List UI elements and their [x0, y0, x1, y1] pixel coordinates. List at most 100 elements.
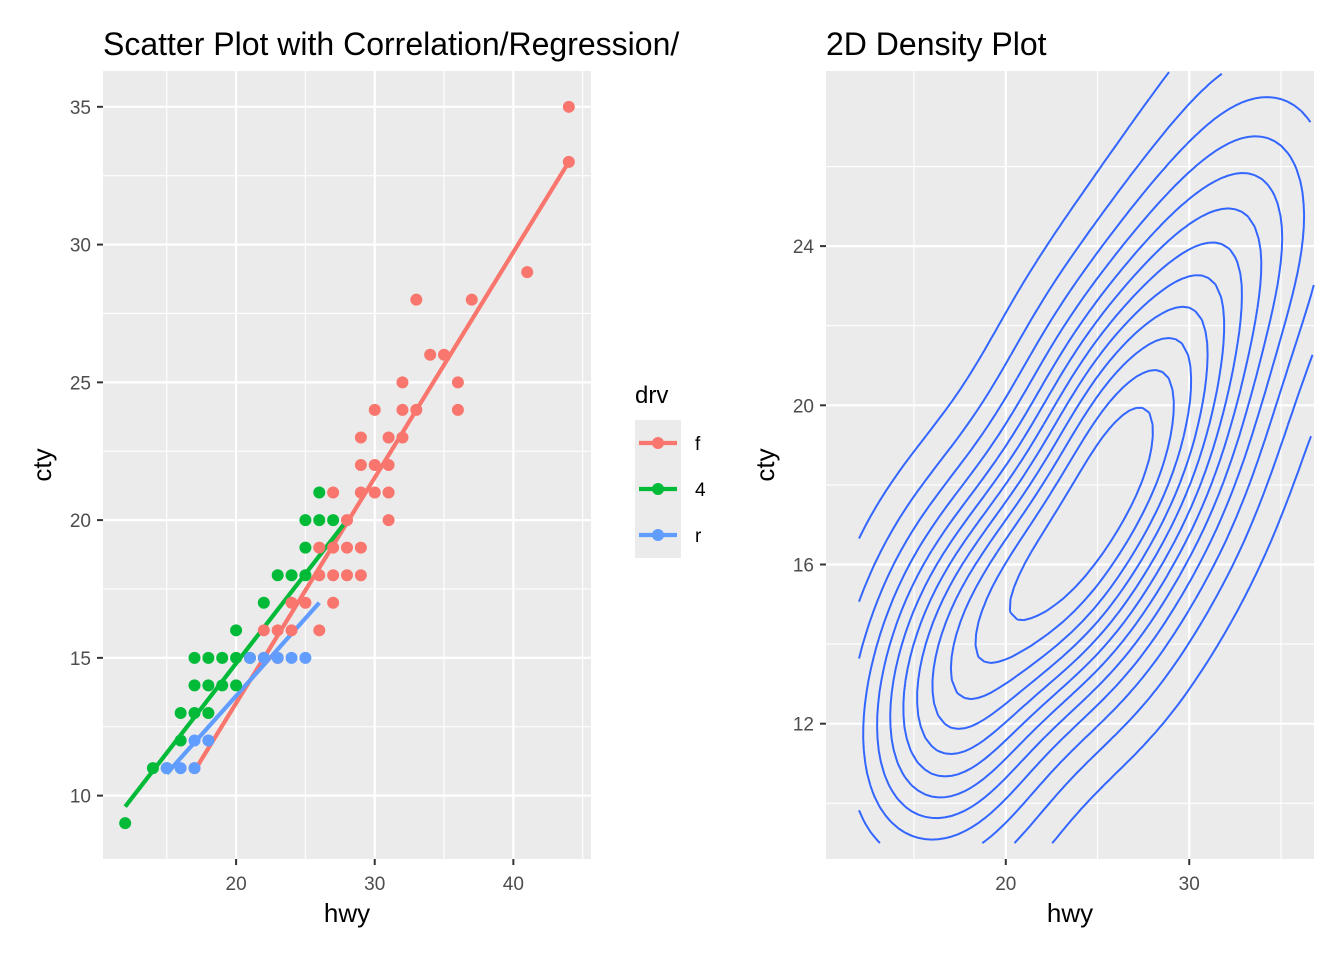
- density-contour-line: [974, 369, 1175, 664]
- scatter-point-f: [562, 155, 575, 168]
- legend-key-point-f: [652, 437, 664, 449]
- scatter-point-f: [438, 348, 451, 361]
- scatter-point-f: [257, 624, 270, 637]
- scatter-point-4: [188, 651, 201, 664]
- scatter-point-4: [119, 817, 132, 830]
- density-y-tick-label: 12: [793, 715, 814, 736]
- scatter-point-f: [396, 376, 409, 389]
- scatter-point-f: [562, 100, 575, 113]
- density-contour-line: [862, 135, 1306, 841]
- scatter-point-f: [368, 459, 381, 471]
- scatter-point-4: [299, 514, 312, 527]
- density-contour-line: [876, 172, 1284, 820]
- legend-title: drv: [635, 382, 668, 409]
- scatter-point-f: [313, 541, 326, 554]
- scatter-point-4: [202, 706, 215, 719]
- regression-line-f: [192, 160, 571, 772]
- scatter-point-f: [451, 403, 464, 416]
- scatter-point-4: [202, 651, 215, 664]
- scatter-point-f: [354, 431, 367, 444]
- legend-label-4: 4: [695, 480, 706, 501]
- scatter-panel: Scatter Plot with Correlation/Regression…: [27, 26, 706, 928]
- density-y-tick-label: 16: [793, 555, 814, 576]
- density-contour-line: [858, 73, 1314, 844]
- density-x-axis-title: hwy: [1047, 898, 1093, 928]
- density-panel: 2D Density Plot 20 30 12 16 20 24 hwy cty: [750, 26, 1315, 928]
- scatter-y-tick-label: 30: [70, 236, 91, 257]
- scatter-point-f: [327, 569, 340, 582]
- scatter-point-4: [285, 569, 298, 582]
- density-contour-line: [949, 337, 1193, 701]
- density-contour-line: [889, 207, 1263, 799]
- scatter-point-f: [341, 541, 353, 554]
- scatter-point-4: [188, 706, 201, 719]
- density-y-tick-label: 20: [793, 396, 814, 417]
- scatter-point-f: [396, 403, 409, 416]
- scatter-point-4: [216, 679, 229, 692]
- density-contour-line: [858, 71, 1312, 844]
- scatter-axis-ticks: 20 30 40 10 15 20 25 30 35: [70, 98, 524, 895]
- scatter-point-f: [521, 266, 534, 279]
- scatter-point-f: [451, 376, 464, 389]
- scatter-point-r: [257, 651, 270, 664]
- scatter-point-4: [216, 651, 229, 664]
- scatter-point-f: [382, 459, 395, 471]
- density-y-axis-title: cty: [750, 448, 780, 481]
- scatter-point-f: [396, 431, 409, 444]
- scatter-point-4: [299, 569, 312, 582]
- legend-key-point-r: [652, 529, 664, 541]
- scatter-y-tick-label: 25: [70, 373, 91, 394]
- scatter-x-tick-label: 20: [226, 874, 247, 895]
- scatter-point-f: [327, 596, 340, 609]
- legend-key-point-4: [652, 483, 664, 495]
- scatter-point-f: [368, 403, 381, 416]
- scatter-y-tick-label: 10: [70, 787, 91, 808]
- scatter-point-f: [327, 541, 340, 554]
- density-plot-background: [826, 71, 1314, 859]
- density-contour-line: [931, 305, 1209, 730]
- scatter-point-r: [285, 651, 298, 664]
- scatter-point-f: [465, 293, 478, 306]
- scatter-point-4: [230, 651, 243, 664]
- legend-label-r: r: [695, 526, 702, 547]
- density-contour-line: [858, 96, 1315, 844]
- density-contour-line: [1008, 406, 1154, 622]
- scatter-point-4: [327, 514, 340, 527]
- density-contour-line: [916, 274, 1226, 755]
- scatter-y-axis-title: cty: [27, 448, 57, 481]
- scatter-point-f: [410, 293, 423, 306]
- scatter-y-tick-label: 15: [70, 649, 91, 670]
- scatter-point-f: [354, 486, 367, 499]
- scatter-y-tick-label: 35: [70, 98, 91, 119]
- legend-keys: f 4 r: [635, 420, 706, 558]
- density-x-tick-label: 20: [995, 874, 1016, 895]
- scatter-point-f: [327, 486, 340, 499]
- scatter-point-r: [188, 762, 201, 775]
- scatter-point-f: [313, 569, 326, 582]
- scatter-point-f: [299, 596, 312, 609]
- scatter-point-r: [160, 762, 173, 775]
- density-title: 2D Density Plot: [826, 26, 1047, 62]
- density-x-tick-label: 30: [1179, 874, 1200, 895]
- scatter-point-r: [243, 651, 256, 664]
- scatter-point-r: [188, 734, 201, 747]
- scatter-point-r: [271, 651, 284, 664]
- scatter-point-f: [424, 348, 437, 361]
- scatter-point-f: [382, 486, 395, 499]
- scatter-point-4: [299, 541, 312, 554]
- scatter-point-4: [174, 734, 187, 747]
- scatter-point-f: [410, 403, 423, 416]
- scatter-points: [119, 100, 575, 830]
- scatter-point-4: [202, 679, 215, 692]
- scatter-x-tick-label: 30: [364, 874, 385, 895]
- scatter-point-f: [285, 596, 298, 609]
- density-contours: [858, 71, 1315, 844]
- scatter-point-4: [174, 706, 187, 719]
- scatter-point-f: [354, 459, 367, 471]
- scatter-point-f: [341, 514, 353, 527]
- legend-label-f: f: [695, 434, 701, 455]
- scatter-point-r: [202, 734, 215, 747]
- density-gridlines: [826, 71, 1314, 859]
- scatter-x-tick-label: 40: [503, 874, 524, 895]
